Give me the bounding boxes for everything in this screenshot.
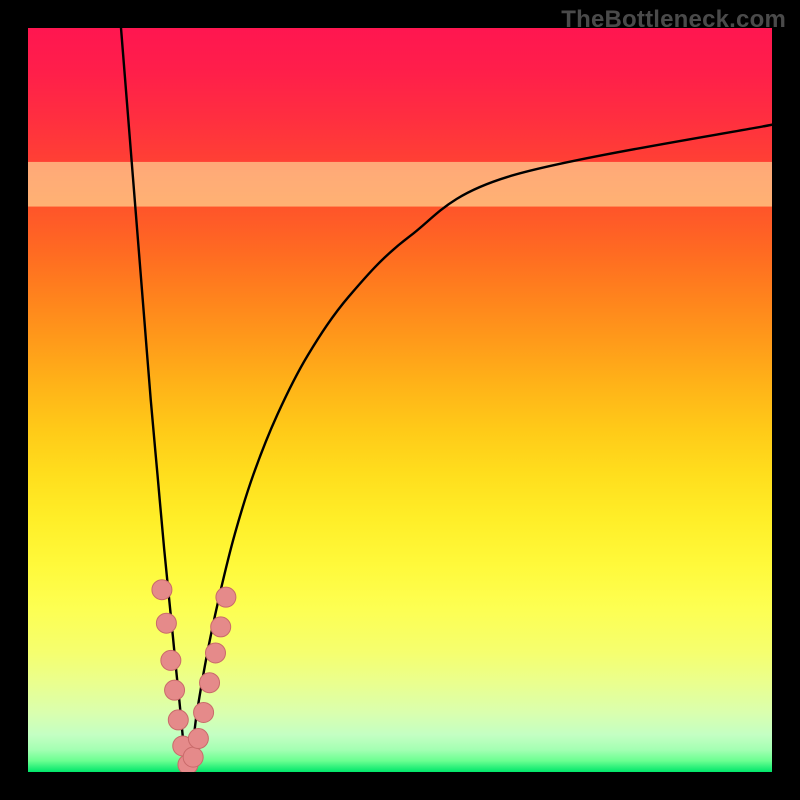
- marker-dot: [183, 747, 203, 767]
- marker-dot: [161, 650, 181, 670]
- marker-dot: [194, 702, 214, 722]
- chart-frame: TheBottleneck.com: [0, 0, 800, 800]
- marker-dot: [211, 617, 231, 637]
- marker-dot: [152, 580, 172, 600]
- marker-dot: [165, 680, 185, 700]
- marker-dot: [205, 643, 225, 663]
- marker-dot: [200, 673, 220, 693]
- marker-dot: [156, 613, 176, 633]
- marker-dot: [188, 729, 208, 749]
- bottleneck-chart-svg: [0, 0, 800, 800]
- watermark-text: TheBottleneck.com: [561, 6, 786, 34]
- plot-area: [28, 28, 772, 775]
- marker-dot: [168, 710, 188, 730]
- gradient-background: [28, 28, 772, 772]
- pale-yellow-band: [28, 162, 772, 207]
- marker-dot: [216, 587, 236, 607]
